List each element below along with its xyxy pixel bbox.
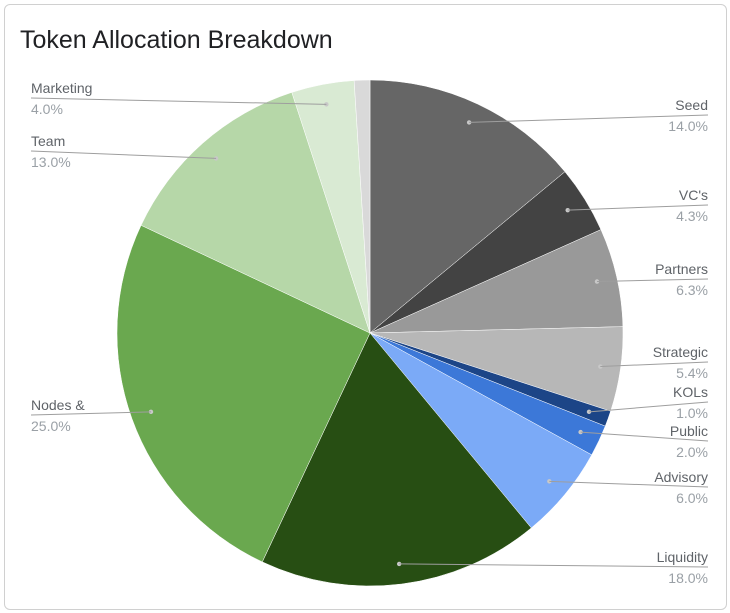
leader-line-strategic <box>600 361 709 368</box>
leader-dot-nodes <box>148 409 154 415</box>
slice-label-team: Team <box>31 133 65 149</box>
slice-value-public: 2.0% <box>676 444 708 460</box>
slice-value-kols: 1.0% <box>676 405 708 421</box>
leader-line-marketing <box>30 97 327 105</box>
leader-line-public <box>580 431 709 442</box>
slice-label-kols: KOLs <box>673 384 708 400</box>
slice-liquidity <box>261 332 532 587</box>
leader-line-kols <box>588 401 709 413</box>
slice-label-vc-s: VC's <box>679 187 708 203</box>
slice-seed <box>369 79 566 334</box>
slice-label-marketing: Marketing <box>31 80 92 96</box>
leader-dot-marketing <box>324 102 329 107</box>
slice-value-advisory: 6.0% <box>676 490 708 506</box>
pie-slices <box>116 79 624 587</box>
slice-label-partners: Partners <box>655 261 708 277</box>
leader-dot-public <box>578 429 583 435</box>
leader-line-vc-s <box>567 204 709 211</box>
leader-line-advisory <box>549 480 709 488</box>
leader-line-seed <box>469 114 709 123</box>
slice-value-seed: 14.0% <box>668 118 708 134</box>
chart-title: Token Allocation Breakdown <box>20 26 333 54</box>
slice-label-public: Public <box>670 423 708 439</box>
slice-value-marketing: 4.0% <box>31 101 63 117</box>
leader-line-nodes <box>30 411 152 416</box>
slice-unlabeled <box>353 79 371 334</box>
slice-label-advisory: Advisory <box>654 469 708 485</box>
leader-dot-seed <box>466 120 472 125</box>
leader-dot-liquidity <box>396 561 402 567</box>
leader-line-liquidity <box>399 563 709 568</box>
leader-line-team <box>30 150 217 159</box>
slice-labels: Seed 14.0% VC's 4.3% Partners 6.3% Strategic 5.… <box>31 80 708 586</box>
slice-value-team: 13.0% <box>31 154 71 170</box>
slice-label-liquidity: Liquidity <box>657 549 708 565</box>
leader-line-partners <box>596 278 709 283</box>
slice-value-vc-s: 4.3% <box>676 208 708 224</box>
slice-nodes <box>116 224 371 563</box>
slice-label-nodes: Nodes & <box>31 397 85 413</box>
slice-value-partners: 6.3% <box>676 282 708 298</box>
slice-value-strategic: 5.4% <box>676 365 708 381</box>
slice-label-seed: Seed <box>675 97 708 113</box>
slice-team <box>140 92 371 334</box>
slice-label-strategic: Strategic <box>653 344 708 360</box>
slice-value-nodes: 25.0% <box>31 418 71 434</box>
slice-value-liquidity: 18.0% <box>668 570 708 586</box>
leader-lines <box>30 97 709 568</box>
